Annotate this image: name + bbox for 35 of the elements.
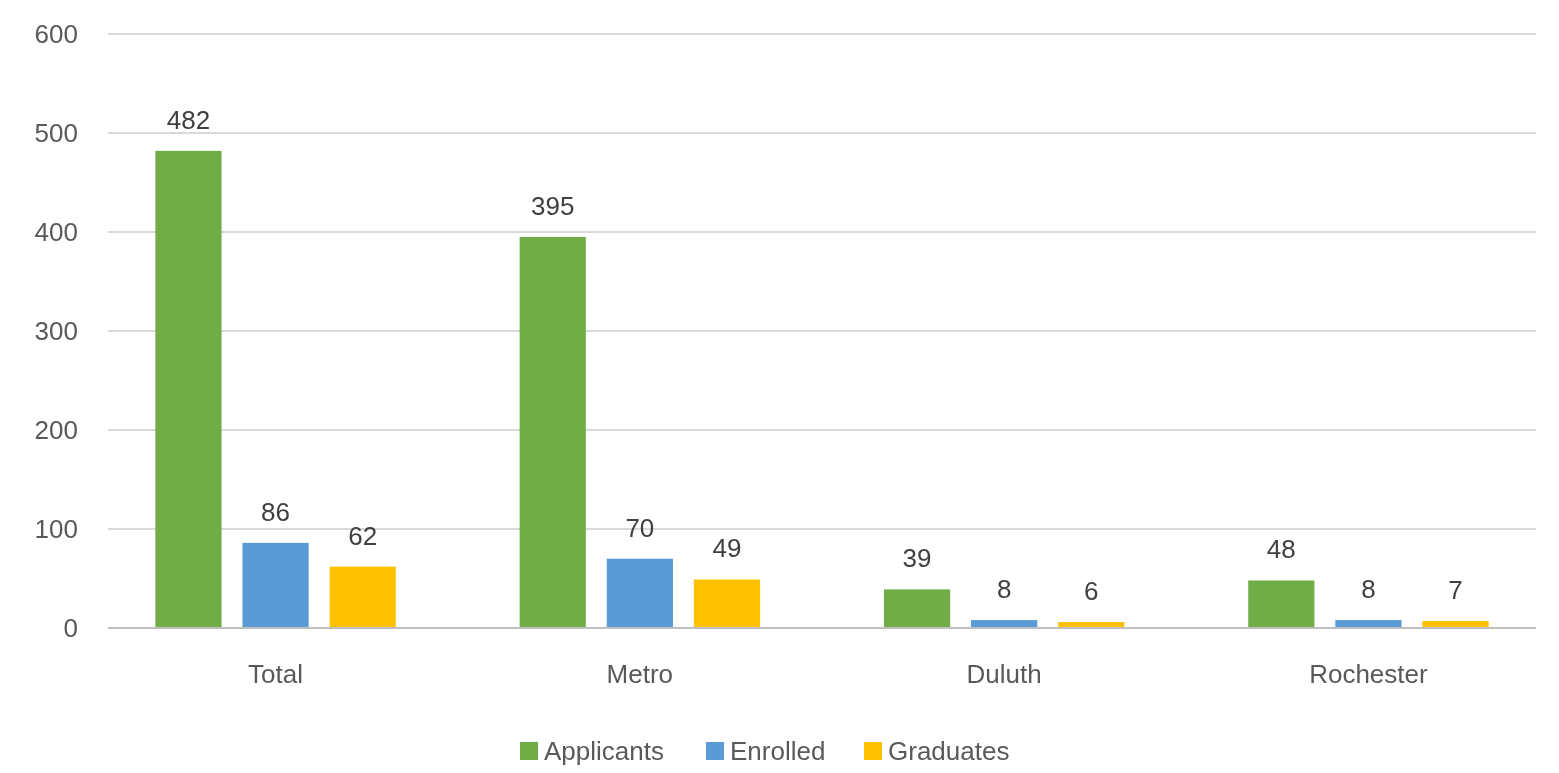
- bar: [242, 542, 309, 628]
- legend-label: Enrolled: [730, 736, 826, 767]
- legend-label: Graduates: [888, 736, 1010, 767]
- bar: [693, 579, 761, 628]
- data-label: 8: [996, 574, 1012, 605]
- y-tick-label: 100: [34, 514, 78, 545]
- x-tick-label: Metro: [606, 659, 674, 689]
- bar: [883, 589, 951, 628]
- y-tick-label: 600: [34, 19, 78, 50]
- y-tick-label: 500: [34, 118, 78, 149]
- x-tick-label: Total: [248, 659, 304, 689]
- bar: [1248, 580, 1315, 628]
- x-tick-label: Rochester: [1309, 659, 1429, 689]
- data-label: 70: [625, 512, 655, 543]
- x-tick-label: Duluth: [966, 659, 1042, 689]
- y-tick-label: 200: [34, 415, 78, 446]
- data-label: 49: [712, 533, 742, 564]
- data-label: 86: [261, 496, 291, 527]
- data-label: 395: [531, 190, 575, 221]
- data-label: 482: [166, 104, 211, 135]
- data-label: 8: [1361, 574, 1376, 605]
- data-label: 48: [1266, 534, 1296, 565]
- data-label: 6: [1084, 576, 1099, 607]
- bar: [519, 236, 586, 628]
- data-label: 39: [902, 543, 932, 574]
- bar: [606, 558, 673, 628]
- data-label: 7: [1448, 575, 1463, 606]
- legend-label: Applicants: [544, 736, 664, 767]
- bar: [1335, 620, 1402, 628]
- bar: [155, 150, 222, 628]
- y-tick-label: 0: [63, 613, 78, 644]
- data-label: 62: [348, 520, 378, 551]
- bar: [329, 566, 396, 628]
- y-tick-label: 300: [34, 316, 78, 347]
- y-tick-label: 400: [34, 217, 78, 248]
